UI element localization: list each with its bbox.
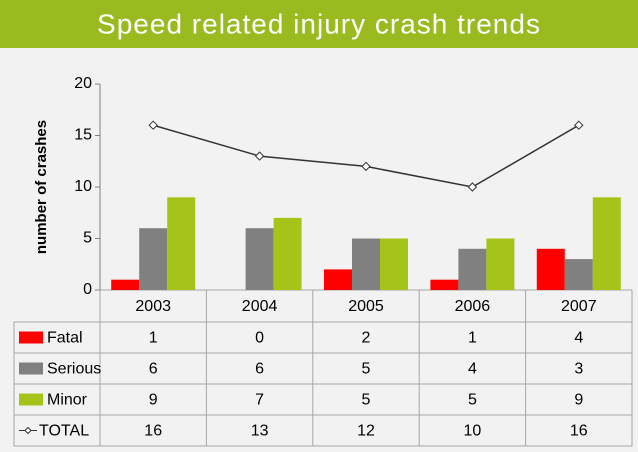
table-cell: 4 bbox=[468, 361, 477, 378]
table-cell: 13 bbox=[251, 423, 269, 440]
table-cell: 16 bbox=[144, 423, 162, 440]
table-cell: 6 bbox=[149, 361, 158, 378]
chart-title: Speed related injury crash trends bbox=[97, 8, 541, 39]
x-tick-label: 2004 bbox=[242, 298, 278, 315]
x-tick-label: 2003 bbox=[135, 298, 171, 315]
bar bbox=[458, 248, 487, 290]
bar bbox=[352, 238, 380, 290]
legend-label: Minor bbox=[47, 392, 88, 409]
legend-key bbox=[24, 426, 32, 435]
x-tick-label: 2007 bbox=[561, 298, 597, 315]
legend-label: Fatal bbox=[47, 330, 83, 347]
bar bbox=[564, 259, 593, 290]
bar bbox=[245, 228, 274, 290]
bar bbox=[592, 197, 621, 290]
table-cell: 5 bbox=[362, 392, 371, 409]
x-tick-label: 2005 bbox=[348, 298, 384, 315]
line-marker bbox=[361, 161, 371, 172]
bar bbox=[536, 248, 565, 290]
table-cell: 12 bbox=[357, 423, 375, 440]
y-tick-label: 5 bbox=[83, 230, 92, 247]
y-tick-label: 0 bbox=[83, 281, 92, 298]
y-tick-label: 20 bbox=[74, 75, 92, 92]
legend-label: Serious bbox=[47, 361, 101, 378]
table-cell: 5 bbox=[468, 392, 477, 409]
bar bbox=[111, 279, 140, 290]
bar bbox=[324, 269, 352, 290]
legend-key bbox=[19, 393, 43, 406]
bar bbox=[139, 228, 168, 290]
table-cell: 1 bbox=[468, 330, 477, 347]
bar bbox=[430, 279, 459, 290]
y-tick-label: 10 bbox=[74, 178, 92, 195]
table-cell: 9 bbox=[149, 392, 158, 409]
line-marker bbox=[467, 182, 478, 192]
bar bbox=[273, 217, 302, 290]
bar bbox=[167, 197, 196, 290]
table-cell: 10 bbox=[464, 423, 482, 440]
legend-key bbox=[19, 362, 43, 375]
title-bar bbox=[0, 0, 638, 48]
table-cell: 7 bbox=[255, 392, 264, 409]
table-cell: 9 bbox=[574, 392, 583, 409]
legend-label: TOTAL bbox=[39, 423, 89, 440]
table-cell: 1 bbox=[149, 330, 158, 347]
bar bbox=[380, 238, 408, 290]
x-tick-label: 2006 bbox=[455, 298, 491, 315]
bar bbox=[486, 238, 515, 290]
line-marker bbox=[148, 120, 158, 130]
table-cell: 4 bbox=[574, 330, 583, 347]
y-axis-label: number of crashes bbox=[33, 120, 50, 254]
table-cell: 2 bbox=[362, 330, 371, 347]
line-marker bbox=[254, 151, 265, 161]
legend-key bbox=[19, 331, 43, 344]
table-cell: 5 bbox=[362, 361, 371, 378]
table-cell: 6 bbox=[255, 361, 264, 378]
table-cell: 16 bbox=[570, 423, 588, 440]
y-tick-label: 15 bbox=[74, 127, 92, 144]
table-cell: 0 bbox=[255, 330, 264, 347]
line-marker bbox=[574, 120, 584, 130]
table-cell: 3 bbox=[574, 361, 583, 378]
